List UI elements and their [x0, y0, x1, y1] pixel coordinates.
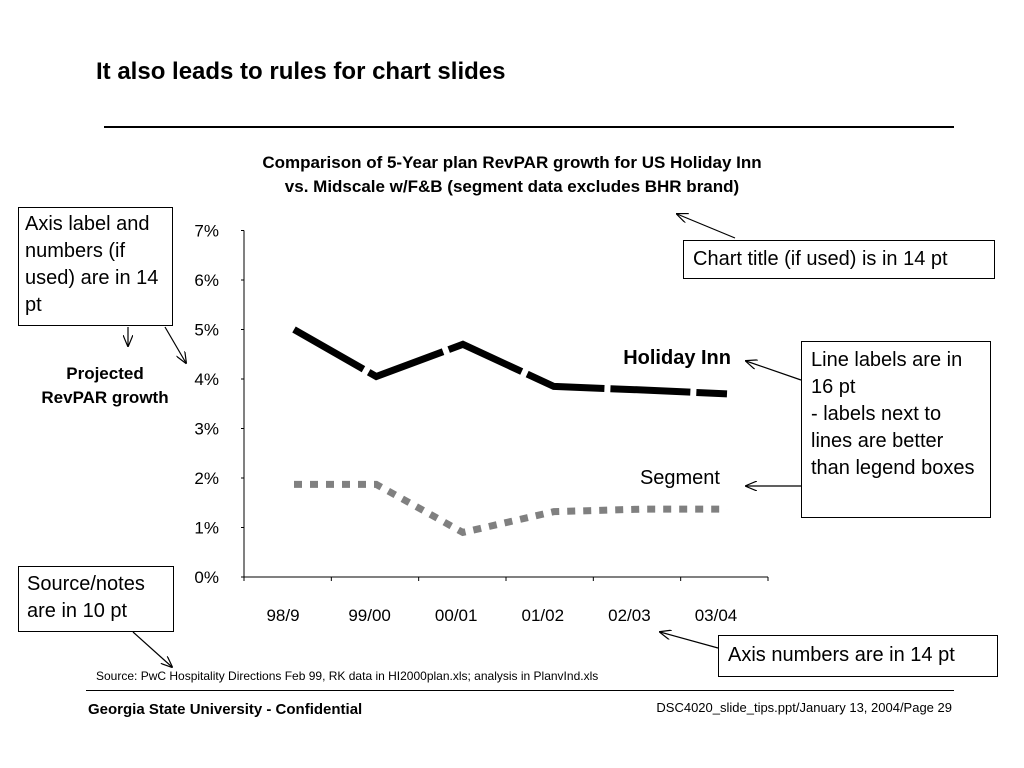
callout-source-notes: Source/notes are in 10 pt — [18, 566, 174, 632]
x-tick-label: 03/04 — [695, 606, 738, 625]
y-tick-label: 4% — [194, 370, 219, 389]
y-tick-label: 7% — [194, 222, 219, 241]
series-label-holiday-inn: Holiday Inn — [623, 347, 731, 369]
callout-chart-title: Chart title (if used) is in 14 pt — [683, 240, 995, 279]
series-line-holiday-inn — [292, 326, 728, 398]
title-divider — [104, 126, 954, 128]
series-line-segment — [294, 480, 727, 537]
chart-title-line2: vs. Midscale w/F&B (segment data exclude… — [284, 177, 740, 196]
callout-axis-label: Axis label and numbers (if used) are in … — [18, 207, 173, 326]
y-tick-label: 3% — [194, 420, 219, 439]
footer-divider — [86, 690, 954, 691]
arrow-axis-label-to-numbers — [164, 326, 186, 363]
x-tick-label: 99/00 — [348, 606, 391, 625]
footer-page-info: DSC4020_slide_tips.ppt/January 13, 2004/… — [656, 700, 952, 715]
arrow-axis-numbers — [660, 632, 719, 649]
callout-line-labels: Line labels are in 16 pt - labels next t… — [801, 341, 991, 518]
chart-title-line1: Comparison of 5-Year plan RevPAR growth … — [262, 153, 762, 172]
footer-confidential: Georgia State University - Confidential — [88, 701, 363, 718]
series-label-segment: Segment — [640, 467, 720, 489]
callout-axis-numbers: Axis numbers are in 14 pt — [718, 635, 998, 677]
arrow-line-label-holiday-inn — [746, 361, 802, 381]
arrow-chart-title — [677, 214, 736, 239]
y-tick-label: 1% — [194, 519, 219, 538]
slide-title: It also leads to rules for chart slides — [96, 58, 506, 85]
y-axis-label: Projected RevPAR growth — [41, 364, 169, 407]
x-tick-label: 00/01 — [435, 606, 478, 625]
x-tick-label: 02/03 — [608, 606, 651, 625]
y-tick-label: 5% — [194, 321, 219, 340]
y-tick-label: 6% — [194, 271, 219, 290]
y-tick-label: 0% — [194, 568, 219, 587]
x-tick-label: 98/9 — [266, 606, 299, 625]
arrow-source-notes — [132, 631, 172, 667]
x-tick-label: 01/02 — [522, 606, 565, 625]
y-tick-label: 2% — [194, 469, 219, 488]
chart-title: Comparison of 5-Year plan RevPAR growth … — [200, 151, 824, 199]
source-note: Source: PwC Hospitality Directions Feb 9… — [96, 669, 599, 683]
